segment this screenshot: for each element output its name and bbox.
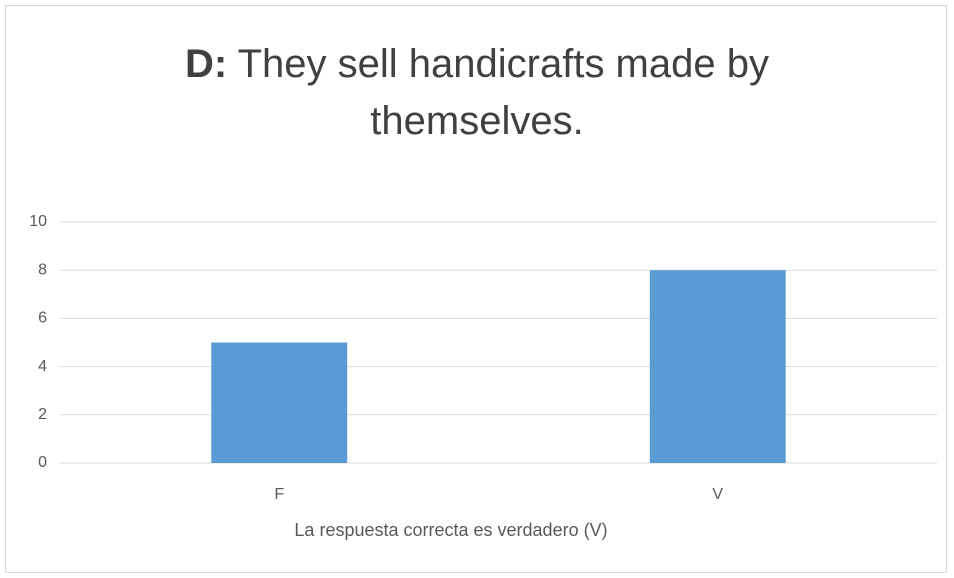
title-text: They sell handicrafts made by themselves…	[237, 42, 769, 143]
y-tick-label: 2	[38, 406, 47, 423]
y-tick-label: 4	[38, 358, 47, 375]
bar	[649, 270, 786, 463]
y-tick-label: 0	[38, 454, 47, 471]
chart-title: D: They sell handicrafts made by themsel…	[127, 36, 827, 150]
chart-frame	[5, 5, 947, 573]
bar	[211, 342, 348, 463]
x-axis-label: La respuesta correcta es verdadero (V)	[294, 520, 607, 540]
y-tick-label: 10	[29, 213, 47, 230]
x-tick-label: F	[274, 486, 284, 503]
y-tick-label: 6	[38, 310, 47, 327]
y-tick-label: 8	[38, 261, 47, 278]
x-tick-label: V	[712, 486, 723, 503]
title-label: D:	[185, 42, 228, 86]
